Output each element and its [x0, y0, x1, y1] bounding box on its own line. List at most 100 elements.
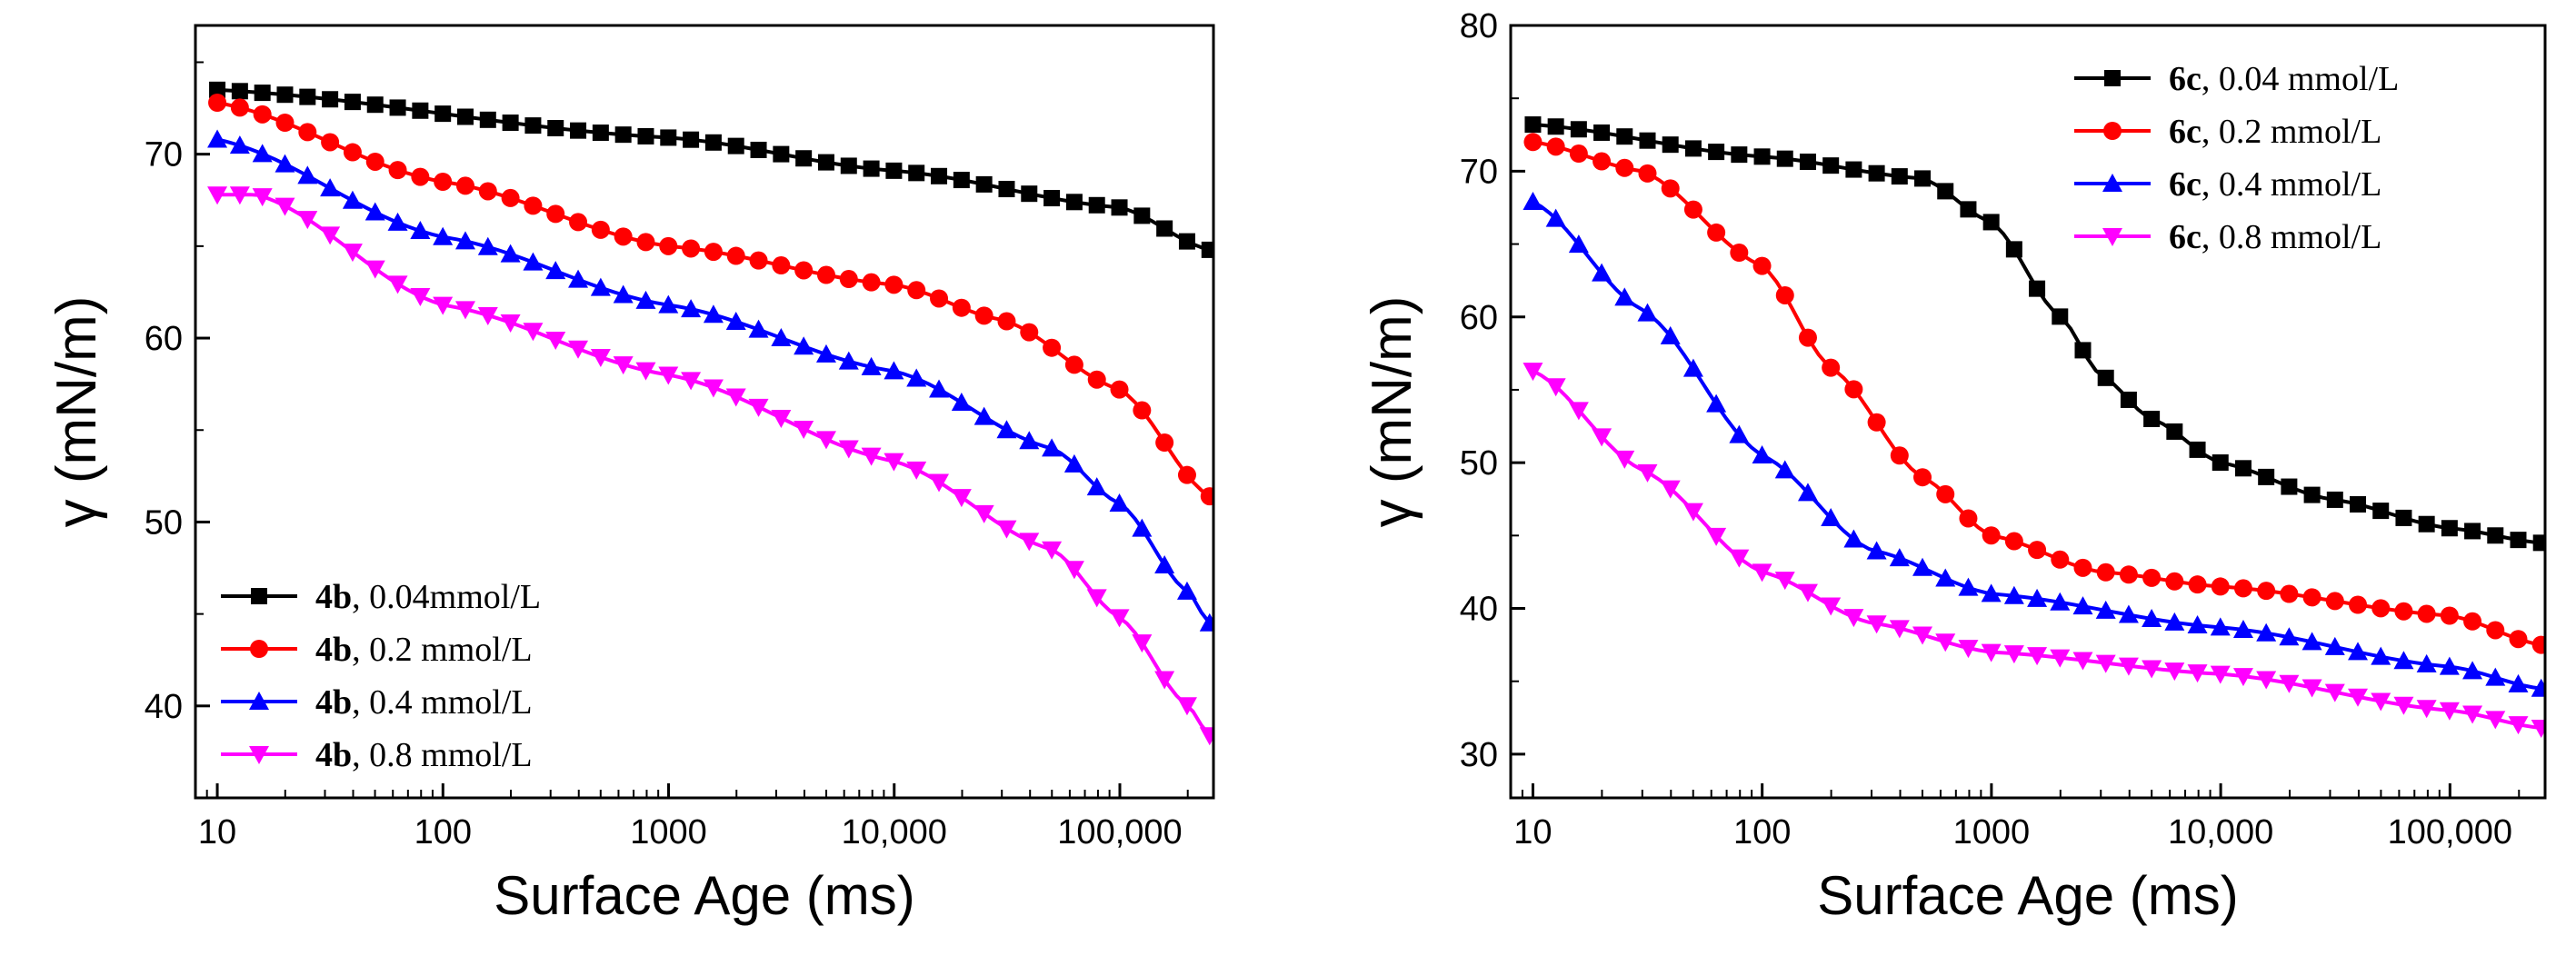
series-0-point	[1914, 170, 1932, 187]
series-2-point	[590, 277, 611, 296]
series-1-point	[884, 275, 904, 294]
series-1-point	[907, 281, 926, 300]
series-0-point	[1156, 220, 1173, 237]
series-2-point	[207, 129, 228, 148]
legend-label: 4b, 0.4 mmol/L	[315, 683, 533, 722]
y-axis-label: γ (mN/m)	[1361, 296, 1423, 528]
series-3-point	[410, 288, 431, 307]
series-2-point	[387, 212, 408, 231]
series-0-point	[1684, 140, 1702, 157]
series-2-point	[2279, 627, 2300, 646]
series-2-point	[2003, 585, 2024, 604]
series-0-point	[1065, 194, 1083, 211]
series-3-point	[1774, 572, 1795, 591]
series-1-point	[434, 173, 453, 192]
series-0-point	[863, 160, 880, 177]
plot-area	[207, 81, 1213, 746]
series-2-point	[2462, 661, 2483, 680]
series-0-point	[231, 83, 248, 100]
series-3-point	[2027, 647, 2048, 666]
series-2-point	[2348, 642, 2369, 661]
series-1-point	[501, 188, 520, 207]
series-0-point	[2487, 527, 2504, 544]
series-1	[208, 94, 1213, 506]
series-0-point	[1547, 118, 1564, 135]
series-2-point	[2164, 612, 2185, 631]
series-0-point	[2189, 441, 2206, 458]
legend-label: 4b, 0.2 mmol/L	[315, 631, 533, 669]
series-3-point	[364, 260, 385, 279]
series-3-point	[2003, 645, 2024, 664]
series-3-point	[2142, 660, 2162, 679]
series-3-point	[2232, 668, 2253, 687]
series-2-point	[1042, 438, 1063, 457]
x-tick-label: 10	[198, 813, 236, 851]
series-1-point	[569, 213, 588, 232]
series-3-point	[2371, 692, 2391, 712]
legend-marker	[250, 640, 268, 658]
series-3-point	[973, 504, 994, 523]
series-2-point	[1154, 554, 1175, 573]
y-tick-label: 50	[1460, 444, 1498, 483]
series-1-point	[1798, 328, 1817, 347]
series-1-point	[1064, 355, 1083, 374]
series-3-point	[1086, 589, 1107, 608]
series-0-point	[975, 175, 993, 193]
series-0-point	[547, 120, 564, 137]
series-2-point	[1729, 424, 1750, 443]
series-0-point	[1868, 164, 1885, 182]
x-axis-label: Surface Age (ms)	[1817, 865, 2239, 926]
series-3-point	[703, 379, 724, 398]
series-2-point	[1592, 263, 1612, 282]
series-2-point	[1132, 518, 1153, 537]
series-1-point	[365, 152, 384, 171]
x-tick-label: 100,000	[2388, 813, 2512, 851]
series-1-point	[343, 143, 362, 162]
x-tick-label: 10,000	[2168, 813, 2273, 851]
series-2-point	[410, 221, 431, 240]
series-1-point	[772, 256, 791, 275]
series-0-point	[1982, 214, 2000, 231]
series-1-point	[2394, 602, 2413, 621]
series-2-point	[2256, 622, 2277, 642]
series-2-point	[1889, 548, 1910, 567]
x-tick-label: 1000	[1953, 813, 2031, 851]
series-0-point	[2281, 478, 2298, 495]
series-0-point	[885, 162, 903, 179]
series-0-point	[299, 88, 316, 105]
series-2-point	[2095, 600, 2116, 619]
series-3-point	[681, 372, 702, 391]
legend-label: 4b, 0.04mmol/L	[315, 578, 541, 616]
series-0-point	[389, 99, 406, 116]
series-0-point	[1524, 116, 1542, 134]
series-0-point	[998, 181, 1015, 198]
series-2-point	[815, 344, 836, 363]
series-2-point	[1774, 460, 1795, 479]
series-0-point	[1639, 132, 1656, 149]
series-3-point	[906, 461, 927, 480]
legend-label: 6c, 0.8 mmol/L	[2169, 218, 2381, 256]
series-3-point	[1981, 643, 2002, 662]
legend-marker	[251, 588, 267, 604]
series-0-point	[2418, 515, 2435, 533]
series-3-point	[613, 356, 634, 375]
series-0-point	[1891, 168, 1908, 185]
x-tick-label: 100,000	[1057, 813, 1182, 851]
series-1-point	[275, 114, 295, 133]
series-1-point	[455, 176, 474, 195]
series-1-point	[862, 273, 881, 292]
y-tick-label: 80	[1460, 7, 1498, 45]
series-0-point	[2005, 241, 2022, 258]
series-2-point	[477, 236, 498, 255]
series-3-point	[2439, 702, 2460, 721]
series-1-point	[2349, 595, 2368, 614]
series-1-point	[816, 265, 835, 284]
series-0-point	[1937, 183, 1954, 200]
series-2-point	[1660, 325, 1681, 344]
series-0-point	[660, 129, 677, 146]
series-0-point	[2029, 280, 2046, 297]
legend-entry-2: 6c, 0.4 mmol/L	[2074, 165, 2381, 204]
x-tick-label: 100	[1733, 813, 1791, 851]
x-tick-label: 100	[414, 813, 472, 851]
series-1-point	[2371, 599, 2391, 618]
